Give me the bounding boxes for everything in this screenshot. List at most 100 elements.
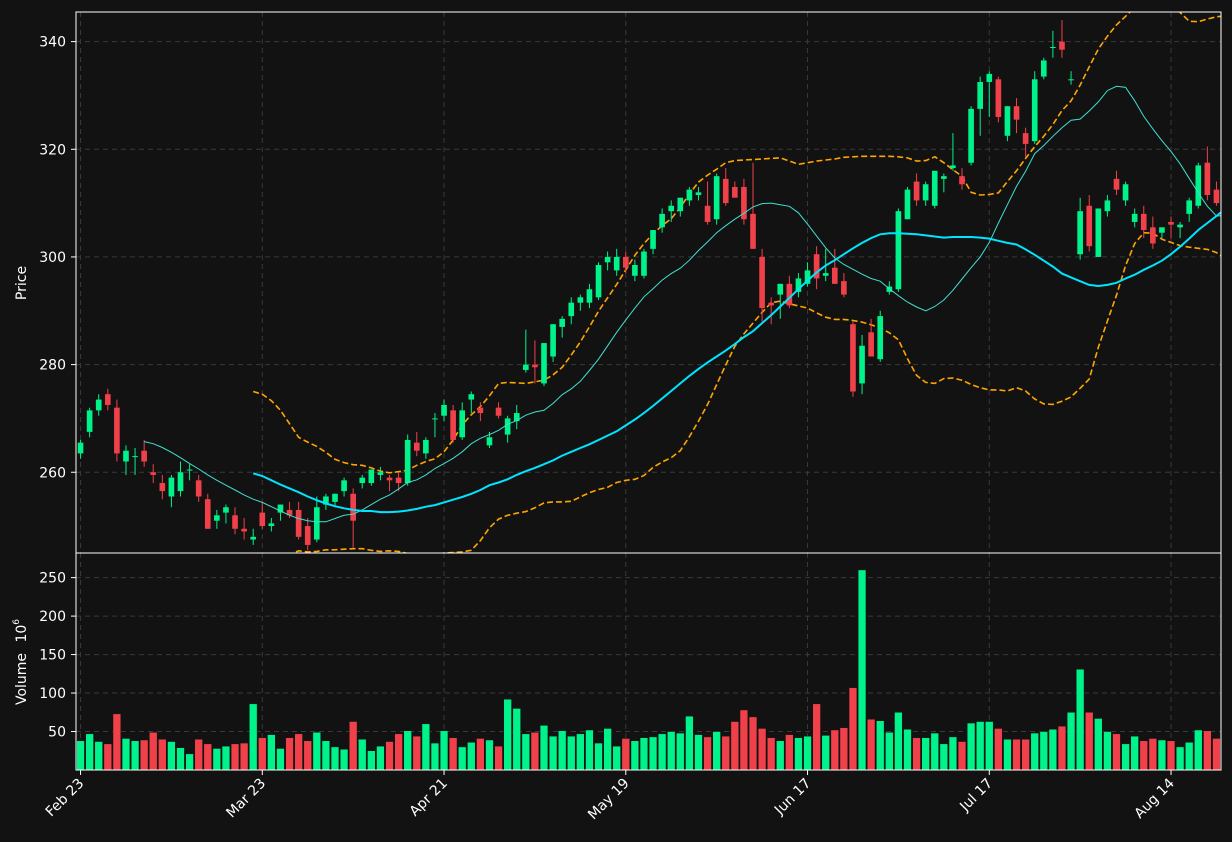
candle-body — [323, 496, 329, 505]
candle-body — [123, 450, 129, 462]
candle-body — [968, 108, 974, 163]
volume-bar — [657, 733, 667, 770]
volume-bar — [158, 738, 167, 770]
candle-body — [931, 170, 938, 206]
volume-bar — [957, 741, 967, 770]
volume-bar — [785, 734, 794, 770]
candle-body — [459, 410, 466, 438]
candle-body — [204, 499, 211, 529]
volume-bar — [430, 742, 440, 770]
candle-body — [577, 297, 584, 303]
candle-body — [1204, 162, 1211, 196]
candle-body — [386, 477, 393, 481]
candle-body — [750, 213, 756, 249]
moving-averages — [144, 85, 1221, 523]
volume-axis-label: Volume 106 — [12, 619, 30, 705]
volume-bar — [1148, 738, 1158, 770]
volume-gridlines — [76, 553, 1221, 770]
volume-bar — [739, 709, 749, 770]
volume-bar — [985, 721, 994, 770]
volume-bar — [167, 741, 176, 770]
volume-bar — [476, 738, 485, 770]
candle-body — [223, 507, 229, 513]
volume-bar — [149, 732, 158, 770]
volume-bar — [494, 745, 503, 770]
candle-body — [904, 189, 911, 220]
candlesticks — [77, 20, 1220, 551]
volume-bar — [349, 721, 358, 770]
candle-body — [359, 477, 366, 484]
candle-body — [877, 316, 884, 360]
volume-bar — [294, 733, 303, 770]
volume-bar — [694, 734, 703, 770]
volume-bar — [121, 738, 131, 770]
volume-bar — [1039, 731, 1048, 770]
volume-bar — [485, 739, 494, 770]
candle-body — [159, 483, 166, 492]
candle-body — [1013, 106, 1020, 120]
candle-body — [1077, 211, 1083, 255]
candle-body — [641, 251, 647, 276]
volume-bar — [630, 740, 640, 770]
volume-bar — [776, 740, 785, 770]
volume-bar — [585, 729, 594, 770]
volume-bar — [85, 733, 94, 770]
candle-body — [114, 407, 120, 454]
candle-body — [486, 437, 493, 446]
candle-body — [250, 536, 257, 540]
candle-body — [559, 318, 565, 327]
volume-bar — [467, 742, 476, 770]
volume-bar — [757, 728, 767, 770]
candle-body — [441, 404, 447, 416]
candle-body — [104, 394, 111, 405]
volume-bar — [703, 736, 712, 770]
volume-bar — [239, 742, 249, 770]
candle-body — [622, 256, 629, 268]
candle-body — [713, 176, 720, 220]
volume-bar — [203, 743, 212, 770]
volume-bar — [1094, 718, 1103, 770]
candle-body — [595, 265, 602, 298]
volume-bar — [612, 745, 621, 770]
volume-bar — [403, 730, 412, 770]
volume-bar — [230, 743, 240, 770]
candle-body — [295, 509, 302, 537]
candle-body — [759, 256, 765, 309]
volume-bar — [621, 738, 630, 770]
candle-body — [795, 278, 802, 292]
candle-body — [186, 469, 193, 471]
candle-body — [859, 345, 865, 384]
candle-body — [732, 186, 738, 198]
volume-bar — [848, 687, 858, 770]
volume-bar — [1112, 733, 1121, 770]
candle-body — [959, 176, 965, 185]
candle-body — [141, 450, 147, 462]
volume-bar — [576, 733, 585, 770]
candle-body — [668, 205, 675, 212]
volume-bar — [139, 739, 149, 770]
volume-bar — [367, 750, 376, 770]
volume-bar — [103, 743, 112, 770]
volume-bar — [866, 718, 876, 770]
candle-body — [477, 407, 484, 414]
volume-bar — [1130, 735, 1139, 770]
volume-bar — [830, 729, 839, 770]
candle-body — [259, 512, 266, 527]
volume-bar — [803, 735, 812, 770]
candle-body — [1068, 79, 1074, 81]
candle-body — [304, 526, 311, 545]
volume-bar — [339, 748, 349, 770]
candle-body — [813, 254, 820, 279]
volume-bar — [966, 722, 976, 770]
volume-bar — [748, 716, 758, 770]
candle-body — [586, 289, 593, 303]
candle-body — [550, 324, 556, 357]
candle-body — [332, 493, 338, 502]
candle-body — [604, 256, 611, 263]
volume-tick-label: 200 — [39, 609, 66, 625]
volume-bar — [412, 735, 421, 770]
candle-body — [568, 302, 575, 317]
volume-bar — [521, 733, 530, 770]
candle-body — [831, 267, 838, 284]
